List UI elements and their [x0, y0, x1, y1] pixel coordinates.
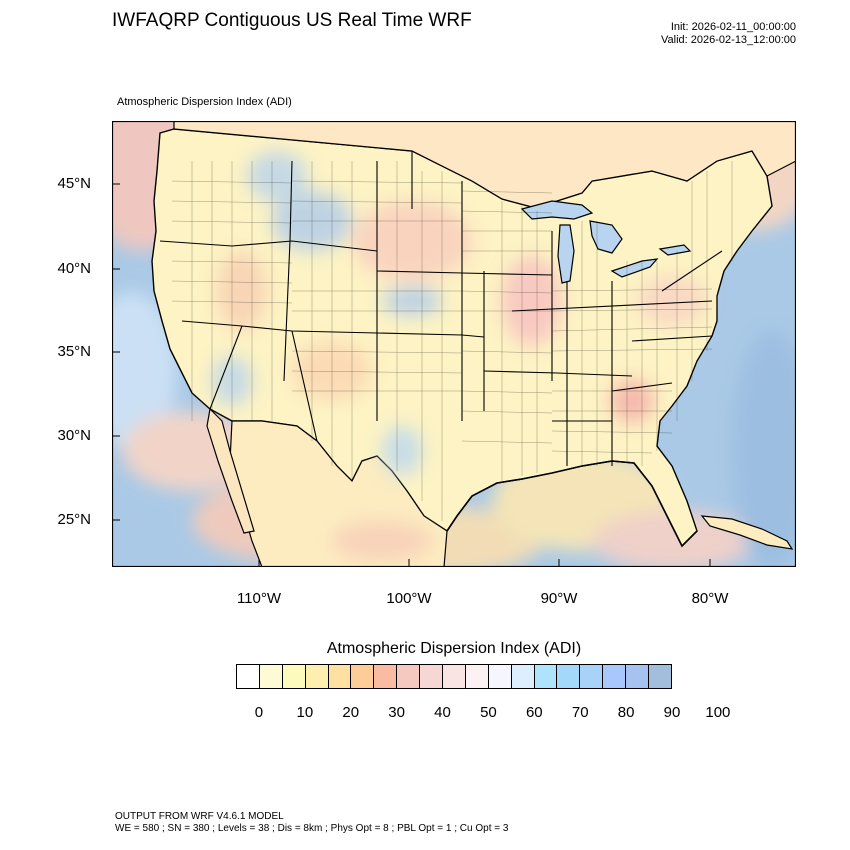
- colorbar-swatch: [351, 665, 375, 688]
- init-time: Init: 2026-02-11_00:00:00: [670, 21, 796, 33]
- colorbar-swatch: [443, 665, 466, 688]
- lon-label-110w: 110°W: [236, 590, 282, 607]
- colorbar-swatch: [420, 665, 444, 688]
- colorbar-swatch: [465, 665, 489, 688]
- county-boundaries: [171, 161, 733, 521]
- colorbar-label: 50: [480, 704, 497, 721]
- colorbar-swatch: [511, 665, 535, 688]
- cuba-island: [700, 515, 794, 550]
- colorbar-label: 80: [617, 704, 635, 721]
- colorbar-swatch: [237, 665, 260, 688]
- colorbar-title: Atmospheric Dispersion Index (ADI): [326, 640, 582, 657]
- colorbar-swatch: [488, 665, 512, 688]
- colorbar-label: 70: [571, 704, 589, 721]
- map-border: [112, 121, 796, 567]
- lon-label-90w: 90°W: [540, 590, 578, 607]
- lake-superior: [520, 200, 594, 220]
- footer-config-line: WE = 580 ; SN = 380 ; Levels = 38 ; Dis …: [115, 823, 509, 834]
- colorbar-swatch: [305, 665, 329, 688]
- lake-michigan: [557, 224, 575, 284]
- colorbar-swatch: [259, 665, 283, 688]
- latitude-ticks: [112, 183, 120, 521]
- longitude-ticks: [258, 559, 711, 567]
- colorbar-label: 90: [663, 704, 681, 721]
- colorbar-label: 30: [388, 704, 405, 721]
- footer-model-line: OUTPUT FROM WRF V4.6.1 MODEL: [115, 811, 284, 822]
- colorbar-label: 40: [434, 704, 451, 721]
- colorbar-label: 0: [254, 704, 264, 721]
- colorbar-label: 100: [705, 704, 731, 721]
- model-footer: OUTPUT FROM WRF V4.6.1 MODEL WE = 580 ; …: [115, 811, 508, 835]
- colorbar-swatch: [282, 665, 306, 688]
- gulf-coastline: [446, 460, 698, 548]
- run-info: Init: 2026-02-11_00:00:00 Valid: 2026-02…: [661, 21, 796, 47]
- canada-landmass: [173, 121, 796, 208]
- colorbar-swatch: [557, 665, 581, 688]
- lake-ontario: [658, 244, 692, 256]
- colorbar-label: 10: [296, 704, 314, 721]
- colorbar-swatch: [626, 665, 650, 688]
- lake-erie: [610, 258, 659, 278]
- map-panel: [112, 121, 796, 567]
- valid-time: Valid: 2026-02-13_12:00:00: [661, 34, 796, 46]
- lat-label-25n: 25°N: [57, 511, 91, 528]
- baja-peninsula: [206, 407, 255, 534]
- colorbar-swatch: [328, 665, 352, 688]
- lat-label-35n: 35°N: [57, 343, 91, 360]
- lat-label-45n: 45°N: [57, 175, 91, 192]
- colorbar-swatch: [649, 665, 671, 688]
- colorbar-label: 60: [525, 704, 543, 721]
- lat-label-30n: 30°N: [57, 427, 91, 444]
- great-lakes: [520, 200, 692, 284]
- colorbar-swatch: [534, 665, 558, 688]
- colorbar-swatch: [603, 665, 627, 688]
- lon-label-80w: 80°W: [691, 590, 729, 607]
- lat-label-40n: 40°N: [57, 260, 91, 277]
- colorbar: [236, 664, 672, 689]
- plot-title: IWFAQRP Contiguous US Real Time WRF: [112, 10, 472, 31]
- colorbar-label: 20: [342, 704, 360, 721]
- colorbar-swatch: [397, 665, 421, 688]
- lon-label-100w: 100°W: [386, 590, 432, 607]
- colorbar-swatch: [580, 665, 604, 688]
- lake-huron: [589, 220, 623, 254]
- map-canvas: [112, 121, 796, 567]
- field-name: Atmospheric Dispersion Index (ADI): [117, 96, 292, 108]
- colorbar-swatch: [374, 665, 398, 688]
